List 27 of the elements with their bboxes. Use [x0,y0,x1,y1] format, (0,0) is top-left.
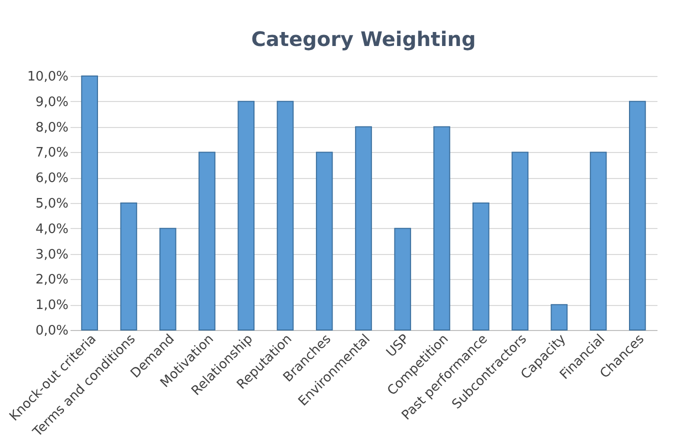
bar [198,152,216,330]
bar [629,100,646,330]
y-tick-label: 0,0% [35,324,68,338]
bar [550,304,568,330]
y-tick-label: 3,0% [35,247,68,262]
y-tick-label: 2,0% [35,272,68,288]
bar [276,100,294,330]
bar [238,100,255,330]
bar [159,228,176,330]
bar [355,126,372,330]
bar [512,152,528,330]
bar [316,152,333,330]
bar [394,228,412,330]
y-tick-label: 10,0% [27,70,68,84]
bar [81,76,98,330]
y-tick-label: 1,0% [35,298,68,314]
y-tick-label: 7,0% [35,146,68,161]
bar [472,202,490,330]
chart-title: Category Weighting [251,27,476,51]
y-tick-label: 5,0% [35,196,68,212]
bar [590,152,607,330]
y-tick-label: 9,0% [35,94,68,110]
y-tick-label: 8,0% [35,120,68,136]
y-tick-label: 4,0% [35,222,68,237]
bar [120,202,138,330]
bar [433,126,450,330]
y-tick-label: 6,0% [35,171,68,186]
